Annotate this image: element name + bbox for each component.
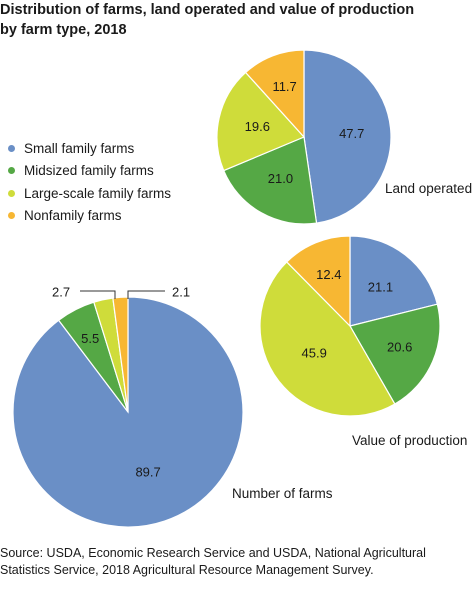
value-label-land-operated-midsized-family: 21.0 xyxy=(268,171,293,186)
caption-value-of-production: Value of production xyxy=(352,433,467,448)
source-note: Source: USDA, Economic Research Service … xyxy=(0,545,474,579)
slice-value-of-production-large-scale-family xyxy=(259,261,396,417)
legend-swatch-large-scale-family xyxy=(8,189,15,197)
legend-item-midsized-family: Midsized family farms xyxy=(8,160,171,183)
value-label-land-operated-small-family: 47.7 xyxy=(339,126,364,141)
chart-title-line-2: by farm type, 2018 xyxy=(0,22,127,38)
value-label-number-of-farms-midsized-family: 5.5 xyxy=(81,331,99,346)
source-note-line-2: Statistics Service, 2018 Agricultural Re… xyxy=(0,563,374,577)
legend: Small family farms Midsized family farms… xyxy=(8,137,171,227)
caption-land-operated: Land operated xyxy=(385,181,472,196)
legend-label-midsized-family: Midsized family farms xyxy=(24,163,154,179)
slice-land-operated-nonfamily xyxy=(244,49,305,139)
chart-title-line-1: Distribution of farms, land operated and… xyxy=(0,2,415,18)
legend-swatch-nonfamily xyxy=(8,212,15,220)
value-label-land-operated-large-scale-family: 19.6 xyxy=(245,119,270,134)
source-note-line-1: Source: USDA, Economic Research Service … xyxy=(0,546,426,560)
legend-swatch-midsized-family xyxy=(8,167,15,175)
legend-swatch-small-family xyxy=(8,144,15,152)
caption-number-of-farms: Number of farms xyxy=(232,486,333,501)
legend-item-large-scale-family: Large-scale family farms xyxy=(8,182,171,205)
value-label-number-of-farms-small-family: 89.7 xyxy=(135,464,160,479)
slice-value-of-production-nonfamily xyxy=(285,235,351,328)
value-label-land-operated-nonfamily: 11.7 xyxy=(272,79,296,94)
value-label-value-of-production-nonfamily: 12.4 xyxy=(316,267,341,282)
leader-line-number-of-farms-nonfamily xyxy=(127,290,165,299)
value-label-number-of-farms-large-scale-family: 2.7 xyxy=(52,285,70,300)
value-label-value-of-production-midsized-family: 20.6 xyxy=(387,340,412,355)
legend-item-small-family: Small family farms xyxy=(8,137,171,160)
slice-land-operated-large-scale-family xyxy=(216,71,306,172)
value-label-value-of-production-small-family: 21.1 xyxy=(368,279,393,294)
slice-land-operated-small-family xyxy=(303,49,392,224)
legend-label-small-family: Small family farms xyxy=(24,140,135,156)
legend-label-large-scale-family: Large-scale family farms xyxy=(24,185,172,201)
value-label-value-of-production-large-scale-family: 45.9 xyxy=(302,346,327,361)
value-label-number-of-farms-nonfamily: 2.1 xyxy=(172,285,190,300)
leader-line-number-of-farms-large-scale-family xyxy=(80,290,116,299)
chart-title: Distribution of farms, land operated and… xyxy=(0,0,470,40)
slice-value-of-production-small-family xyxy=(349,235,439,327)
slice-value-of-production-midsized-family xyxy=(349,303,441,405)
legend-label-nonfamily: Nonfamily farms xyxy=(24,208,122,224)
legend-item-nonfamily: Nonfamily farms xyxy=(8,205,171,228)
slice-land-operated-midsized-family xyxy=(222,136,318,225)
